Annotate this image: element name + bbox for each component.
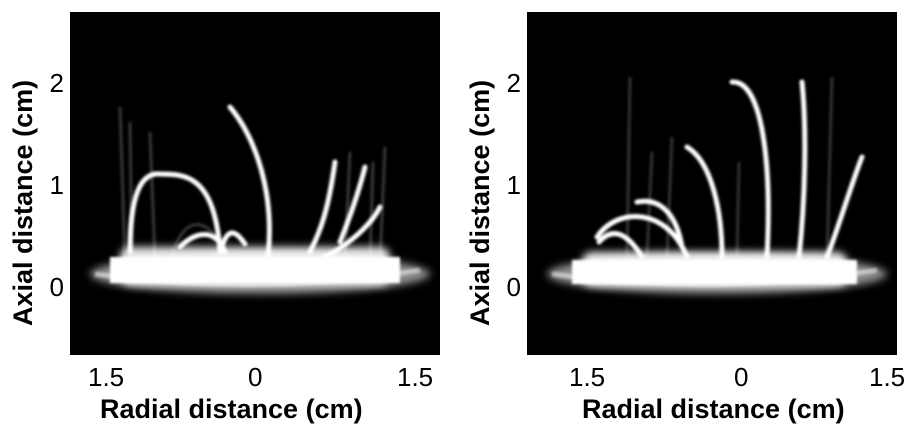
y-tick-1: 1 (506, 170, 521, 200)
y-tick-0: 0 (506, 272, 521, 302)
right-panel: Axial distance (cm) 2 1 0 (457, 0, 914, 429)
x-tick-left: 1.5 (569, 362, 606, 392)
y-tick-1: 1 (49, 170, 64, 200)
discharge-filaments-image (547, 76, 887, 294)
x-axis-label: Radial distance (cm) (100, 394, 363, 424)
discharge-image (70, 12, 440, 355)
x-tick-center: 0 (734, 362, 749, 392)
x-tick-center: 0 (248, 362, 263, 392)
y-tick-0: 0 (49, 272, 64, 302)
x-tick-right: 1.5 (397, 362, 434, 392)
y-tick-2: 2 (506, 68, 521, 98)
x-tick-left: 1.5 (88, 362, 125, 392)
left-panel: Axial distance (cm) 2 1 0 (8, 12, 440, 424)
y-tick-2: 2 (49, 68, 64, 98)
discharge-image (527, 12, 897, 355)
x-axis-label: Radial distance (cm) (582, 394, 845, 424)
discharge-filaments-image (90, 104, 430, 294)
x-tick-right: 1.5 (869, 362, 906, 392)
